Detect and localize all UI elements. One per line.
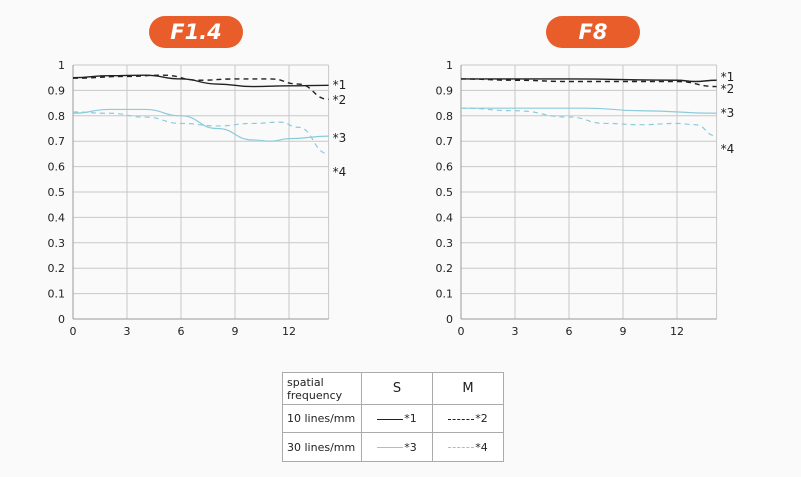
y-tick-label: 0.7	[48, 135, 66, 148]
y-tick-label: 0.8	[48, 110, 66, 123]
x-tick-label: 6	[178, 325, 185, 338]
x-tick-label: 12	[670, 325, 684, 338]
legend-entry-label: *1	[404, 412, 417, 425]
series-label-4: *4	[333, 165, 347, 179]
y-tick-label: 0	[58, 313, 65, 326]
series-label-1: *1	[721, 70, 735, 84]
y-tick-label: 0.5	[48, 186, 66, 199]
y-tick-label: 0.6	[48, 161, 66, 174]
series-label-1: *1	[333, 78, 347, 92]
series-label-2: *2	[721, 82, 735, 96]
y-tick-label: 0.6	[436, 161, 454, 174]
series-line-1	[461, 78, 717, 83]
x-tick-label: 0	[70, 325, 77, 338]
x-tick-label: 9	[232, 325, 239, 338]
y-tick-label: 0.9	[436, 84, 454, 97]
series-line-3	[72, 108, 329, 142]
y-tick-label: 0.9	[48, 84, 66, 97]
legend-entry-1: *1	[361, 404, 433, 433]
series-line-1	[72, 74, 329, 88]
x-tick-label: 12	[282, 325, 296, 338]
legend-entry-3: *3	[361, 432, 433, 462]
legend-row-label: 30 lines/mm	[282, 432, 362, 462]
x-tick-label: 3	[124, 325, 131, 338]
x-tick-label: 9	[620, 325, 627, 338]
x-tick-label: 0	[458, 325, 465, 338]
y-tick-label: 0.1	[436, 288, 454, 301]
y-tick-label: 0	[446, 313, 453, 326]
y-tick-label: 0.4	[48, 211, 66, 224]
series-line-4	[72, 111, 329, 155]
y-tick-label: 0.2	[436, 262, 454, 275]
y-tick-label: 0.2	[48, 262, 66, 275]
y-tick-label: 0.3	[436, 237, 454, 250]
y-tick-label: 0.5	[436, 186, 454, 199]
legend-header-spatial-frequency: spatial frequency	[282, 372, 362, 405]
series-label-3: *3	[721, 106, 735, 120]
x-tick-label: 3	[512, 325, 519, 338]
series-label-2: *2	[333, 93, 347, 107]
chart-title-f8: F8	[546, 16, 640, 48]
x-tick-label: 6	[566, 325, 573, 338]
y-tick-label: 0.3	[48, 237, 66, 250]
y-tick-label: 0.4	[436, 211, 454, 224]
series-line-3	[461, 107, 717, 114]
y-tick-label: 1	[58, 59, 65, 72]
chart-title-f1-4: F1.4	[149, 16, 243, 48]
legend-entry-2: *2	[432, 404, 504, 433]
legend-header-s: S	[361, 372, 433, 405]
series-line-4	[460, 107, 717, 137]
legend-entry-4: *4	[432, 432, 504, 462]
legend-row-label: 10 lines/mm	[282, 404, 362, 433]
series-line-2	[460, 78, 717, 88]
y-tick-label: 0.7	[436, 135, 454, 148]
legend-table: spatial frequency S M 10 lines/mm *1 *2 …	[282, 372, 504, 462]
legend-entry-label: *4	[475, 440, 488, 454]
y-tick-label: 0.8	[436, 110, 454, 123]
legend-entry-label: *2	[475, 412, 488, 425]
series-label-3: *3	[333, 131, 347, 145]
y-tick-label: 1	[446, 59, 453, 72]
legend-header-m: M	[432, 372, 504, 405]
series-label-4: *4	[721, 142, 735, 156]
legend-entry-label: *3	[404, 440, 417, 454]
y-tick-label: 0.1	[48, 288, 66, 301]
series-line-2	[72, 74, 329, 100]
